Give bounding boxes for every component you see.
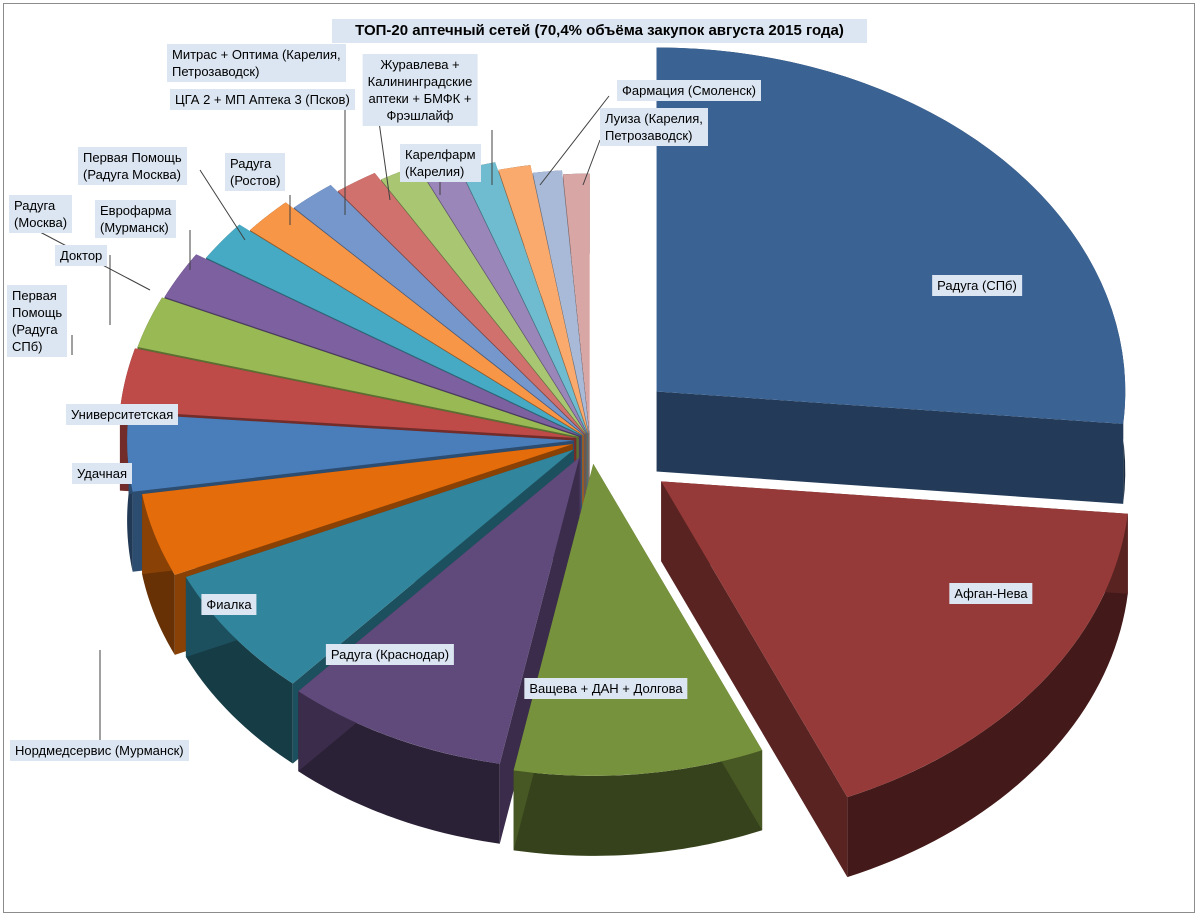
slice-label-10: Доктор	[55, 245, 108, 266]
slice-label-3: Ващева + ДАН + Долгова	[524, 678, 688, 699]
slice-label-14: Радуга (Ростов)	[225, 153, 286, 191]
slice-label-4: Радуга (Краснодар)	[325, 644, 455, 665]
slice-label-9: Первая Помощь (Радуга СПб)	[7, 285, 68, 357]
leader-line-19	[539, 95, 610, 186]
slice-label-2: Афган-Нева	[949, 583, 1033, 604]
leader-line-13	[199, 169, 246, 241]
slice-label-6: Нордмедсервис (Мурманск)	[10, 740, 189, 761]
slice-label-8: Университетская	[66, 404, 179, 425]
pie-slice-1	[656, 47, 1126, 504]
slice-label-7: Удачная	[72, 463, 132, 484]
leader-line-20	[582, 139, 601, 186]
pie-slice-4	[298, 457, 580, 844]
slice-label-19: Фармация (Смоленск)	[617, 80, 761, 101]
slice-label-12: Еврофарма (Мурманск)	[95, 200, 177, 238]
pie-slice-2	[661, 481, 1128, 878]
slice-label-15: ЦГА 2 + МП Аптека 3 (Псков)	[170, 89, 355, 110]
chart-title: ТОП-20 аптечный сетей (70,4% объёма заку…	[332, 19, 867, 43]
slice-label-17: Карелфарм (Карелия)	[400, 144, 481, 182]
slice-label-16: Митрас + Оптима (Карелия, Петрозаводск)	[167, 44, 346, 82]
slice-label-1: Радуга (СПб)	[932, 275, 1022, 296]
slice-label-5: Фиалка	[201, 594, 257, 615]
slice-label-18: Журавлева + Калининградские аптеки + БМФ…	[362, 54, 478, 126]
slice-label-20: Луиза (Карелия, Петрозаводск)	[600, 108, 708, 146]
slice-label-11: Радуга (Москва)	[9, 195, 73, 233]
slice-label-13: Первая Помощь (Радуга Москва)	[78, 147, 187, 185]
